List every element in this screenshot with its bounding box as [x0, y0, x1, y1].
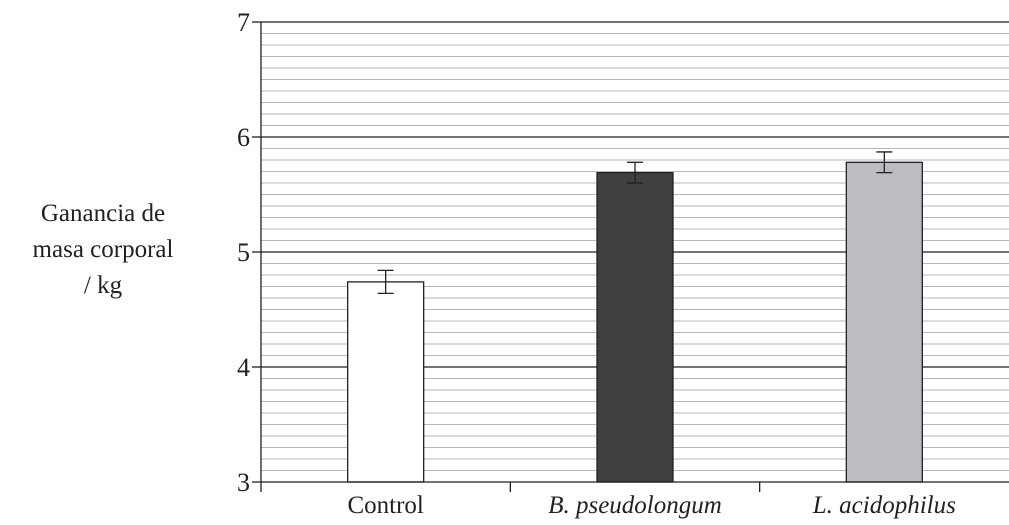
y-axis-label-line-1: Ganancia de [40, 200, 166, 227]
x-tick-label: B. pseudolongum [548, 492, 722, 519]
y-axis-label: Ganancia de masa corporal / kg [0, 196, 206, 304]
bar [845, 161, 923, 483]
bars [347, 151, 923, 483]
bar [347, 281, 425, 483]
y-tick-label: 7 [237, 8, 250, 37]
axes [252, 21, 1009, 492]
x-tick-label: L. acidophilus [812, 492, 956, 519]
x-tick-label: Control [347, 492, 423, 519]
bar [596, 171, 674, 483]
y-tick-label: 3 [237, 468, 250, 497]
y-tick-label: 6 [237, 123, 250, 152]
y-tick-label: 4 [237, 353, 250, 382]
y-axis-label-line-3: / kg [83, 272, 123, 299]
y-tick-label: 5 [237, 238, 250, 267]
y-axis-label-line-2: masa corporal [32, 236, 174, 263]
y-tick-labels: 3 4 5 6 7 [237, 8, 250, 497]
x-tick-labels: Control B. pseudolongum L. acidophilus [347, 492, 955, 519]
